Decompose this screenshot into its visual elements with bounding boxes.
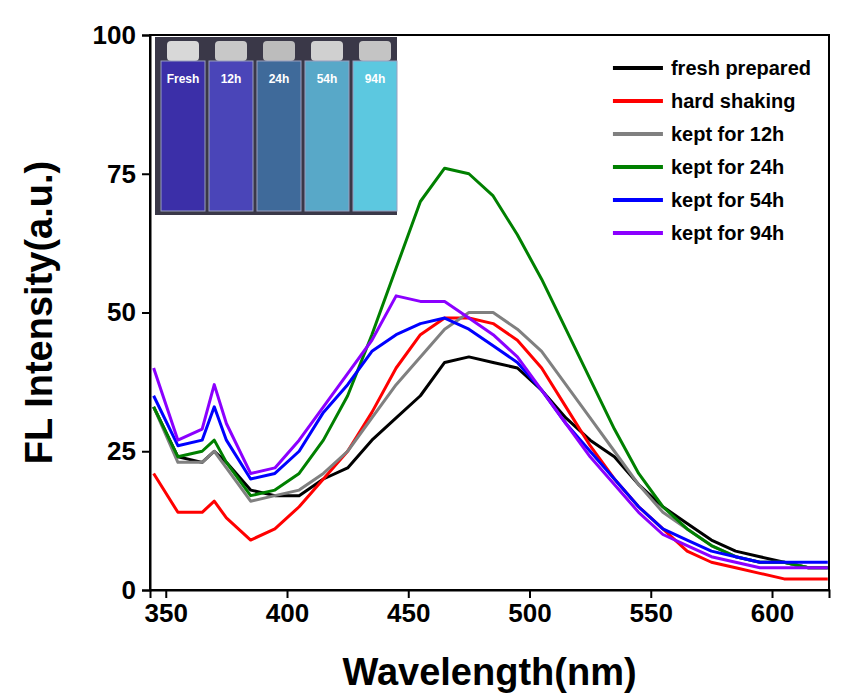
x-tick-label: 550: [630, 598, 673, 628]
cuvette: [353, 61, 397, 211]
legend-item: hard shaking: [613, 90, 795, 112]
x-tick-mark: [287, 590, 289, 598]
cuvette-cap: [263, 41, 295, 61]
y-axis-title: FL Intensity(a.u.): [18, 161, 60, 464]
legend-label: kept for 94h: [671, 222, 784, 244]
inset-label: 12h: [221, 72, 242, 86]
legend-swatch: [613, 165, 663, 169]
y-tick: 75: [107, 159, 150, 189]
x-tick-label: 500: [508, 598, 551, 628]
inset-background: [155, 37, 397, 215]
inset: Fresh 12h 24h 54h 94h: [155, 37, 397, 215]
x-tick-label: 350: [145, 598, 188, 628]
series-line: [154, 357, 828, 568]
cuvette-cap: [311, 41, 343, 61]
legend-label: kept for 24h: [671, 156, 784, 178]
cuvette: [161, 61, 205, 211]
y-tick-label: 0: [122, 575, 136, 605]
series-line: [154, 296, 828, 568]
cuvette-cap: [359, 41, 391, 61]
x-tick: 600: [751, 590, 794, 628]
x-tick-label: 600: [751, 598, 794, 628]
series-line: [154, 318, 828, 562]
x-tick-label: 400: [266, 598, 309, 628]
x-tick-mark: [772, 590, 774, 598]
legend-swatch: [613, 132, 663, 136]
y-tick-mark: [142, 35, 150, 37]
cuvette: [305, 61, 349, 211]
series-line: [154, 168, 828, 568]
x-axis-line: [151, 591, 830, 599]
legend-label: kept for 54h: [671, 189, 784, 211]
legend-item: kept for 54h: [613, 189, 784, 211]
legend-label: hard shaking: [671, 90, 795, 112]
x-tick-mark: [408, 590, 410, 598]
series-line: [154, 313, 828, 568]
y-tick: 0: [122, 575, 150, 605]
x-tick: 350: [145, 590, 188, 628]
lines: [154, 168, 828, 579]
series-line: [154, 318, 828, 579]
y-tick: 100: [93, 20, 150, 50]
y-tick-mark: [142, 312, 150, 314]
inset-label: 54h: [317, 72, 338, 86]
x-tick: 400: [266, 590, 309, 628]
cuvette-cap: [215, 41, 247, 61]
y-tick-mark: [142, 590, 150, 592]
x-tick-mark: [165, 590, 167, 598]
x-tick: 500: [508, 590, 551, 628]
cuvette: [209, 61, 253, 211]
y-tick: 50: [107, 297, 150, 327]
plot: Fresh 12h 24h 54h 94h 350 400 450 500 550 600 0 25 50…: [93, 20, 830, 629]
x-tick-mark: [650, 590, 652, 598]
legend-swatch: [613, 99, 663, 103]
y-tick-mark: [142, 451, 150, 453]
legend-swatch: [613, 198, 663, 202]
y-tick-label: 100: [93, 20, 136, 50]
plot-frame: [150, 35, 829, 590]
legend-swatch: [613, 66, 663, 70]
y-axis: 0 25 50 75 100: [93, 20, 151, 605]
y-tick-label: 75: [107, 159, 136, 189]
y-tick: 25: [107, 436, 150, 466]
legend-item: kept for 12h: [613, 123, 784, 145]
x-axis: 350 400 450 500 550 600: [145, 590, 830, 628]
y-axis-line: [142, 36, 151, 591]
x-tick: 550: [630, 590, 673, 628]
cuvette-cap: [167, 41, 199, 61]
y-tick-label: 25: [107, 436, 136, 466]
chart: Fresh 12h 24h 54h 94h 350 400 450 500 550 600 0 25 50…: [0, 0, 841, 699]
legend: fresh prepared hard shaking kept for 12h ke…: [613, 57, 811, 244]
x-axis-title: Wavelength(nm): [342, 651, 636, 693]
y-tick-label: 50: [107, 297, 136, 327]
inset-label: 94h: [365, 72, 386, 86]
legend-label: fresh prepared: [671, 57, 811, 79]
x-tick-mark: [529, 590, 531, 598]
x-tick: 450: [387, 590, 430, 628]
inset-label: 24h: [269, 72, 290, 86]
legend-item: kept for 94h: [613, 222, 784, 244]
legend-item: kept for 24h: [613, 156, 784, 178]
inset-label: Fresh: [167, 72, 200, 86]
cuvette: [257, 61, 301, 211]
x-tick-label: 450: [387, 598, 430, 628]
y-tick-mark: [142, 173, 150, 175]
legend-item: fresh prepared: [613, 57, 811, 79]
legend-swatch: [613, 231, 663, 235]
legend-label: kept for 12h: [671, 123, 784, 145]
